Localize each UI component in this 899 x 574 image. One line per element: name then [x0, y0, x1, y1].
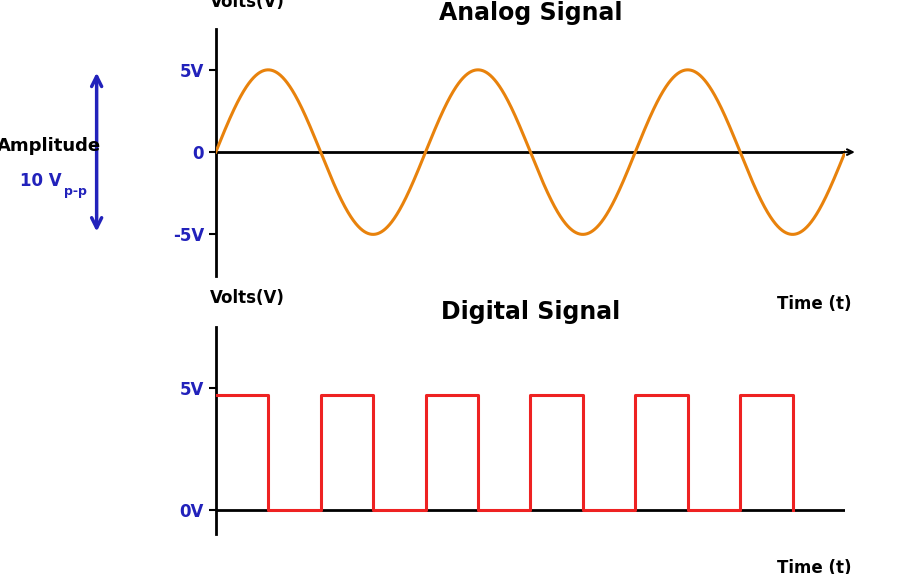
- Text: Time (t): Time (t): [777, 295, 851, 313]
- Title: Digital Signal: Digital Signal: [441, 300, 620, 324]
- Text: p-p: p-p: [64, 185, 87, 198]
- Text: Amplitude: Amplitude: [0, 137, 102, 156]
- Text: Volts(V): Volts(V): [209, 0, 284, 11]
- Text: Time (t): Time (t): [777, 559, 851, 574]
- Text: 10 V: 10 V: [20, 172, 61, 190]
- Text: Volts(V): Volts(V): [209, 289, 284, 307]
- Title: Analog Signal: Analog Signal: [439, 1, 622, 25]
